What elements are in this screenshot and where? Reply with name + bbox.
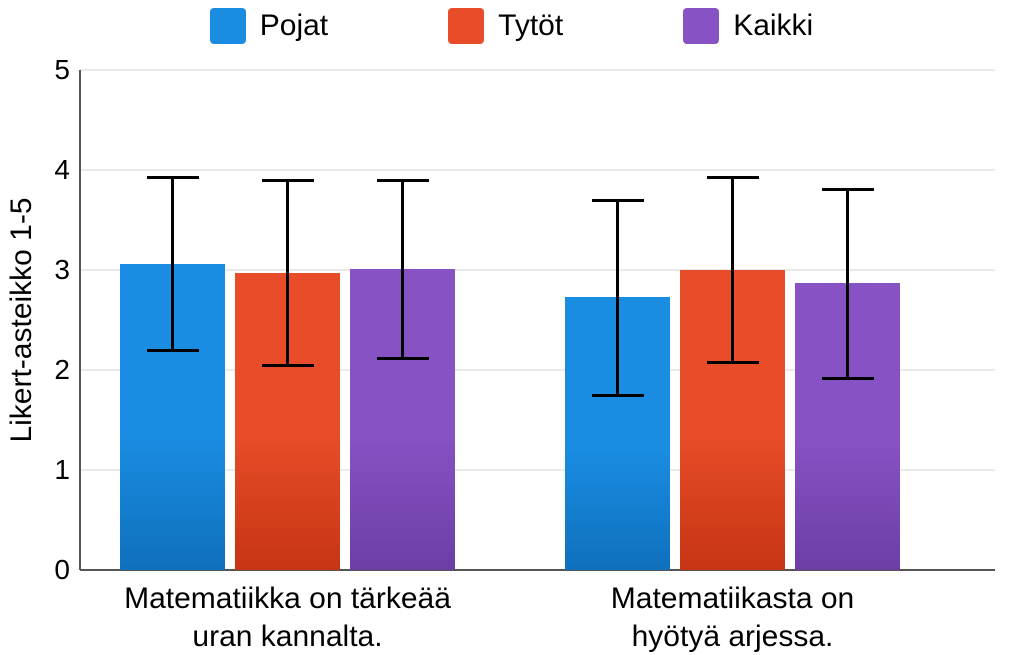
plot-area: 012345	[80, 70, 995, 570]
error-cap	[822, 188, 874, 191]
legend-swatch	[210, 8, 246, 44]
legend-swatch	[683, 8, 719, 44]
error-bar	[731, 177, 734, 362]
legend-item: Tytöt	[448, 8, 563, 44]
legend-swatch	[448, 8, 484, 44]
y-tick-label: 3	[32, 254, 70, 286]
error-bar	[846, 189, 849, 378]
error-cap	[262, 364, 314, 367]
category-label: Matematiikasta onhyötyä arjessa.	[513, 580, 953, 655]
grid-line	[80, 169, 995, 171]
error-cap	[707, 361, 759, 364]
error-cap	[262, 179, 314, 182]
category-label-line: Matematiikka on tärkeää	[68, 580, 508, 618]
legend-label: Kaikki	[733, 9, 813, 43]
error-bar	[171, 177, 174, 350]
y-tick-label: 5	[32, 54, 70, 86]
category-label: Matematiikka on tärkeääuran kannalta.	[68, 580, 508, 655]
error-bar	[616, 200, 619, 395]
error-cap	[592, 199, 644, 202]
error-cap	[147, 349, 199, 352]
error-cap	[377, 357, 429, 360]
likert-bar-chart: PojatTytötKaikki Likert-asteikko 1-5 012…	[0, 0, 1023, 643]
legend-item: Kaikki	[683, 8, 813, 44]
error-cap	[707, 176, 759, 179]
error-bar	[286, 180, 289, 365]
y-tick-label: 0	[32, 554, 70, 586]
category-label-line: hyötyä arjessa.	[513, 618, 953, 655]
error-bar	[401, 180, 404, 358]
legend-label: Tytöt	[498, 9, 563, 43]
category-label-line: uran kannalta.	[68, 618, 508, 655]
legend-label: Pojat	[260, 9, 328, 43]
y-axis-title: Likert-asteikko 1-5	[5, 197, 39, 442]
y-tick-label: 2	[32, 354, 70, 386]
y-tick-label: 4	[32, 154, 70, 186]
error-cap	[592, 394, 644, 397]
y-axis	[79, 70, 81, 570]
legend-item: Pojat	[210, 8, 328, 44]
legend: Pojat Tytöt Kaikki	[0, 8, 1023, 44]
grid-line	[80, 69, 995, 71]
error-cap	[147, 176, 199, 179]
category-label-line: Matematiikasta on	[513, 580, 953, 618]
error-cap	[822, 377, 874, 380]
error-cap	[377, 179, 429, 182]
y-tick-label: 1	[32, 454, 70, 486]
